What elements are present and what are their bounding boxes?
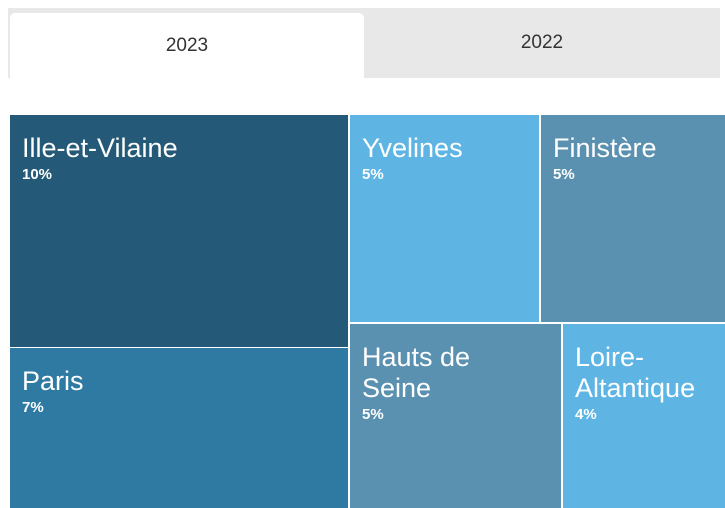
tile: Ille-et-Vilaine 10%: [10, 115, 348, 347]
tile: Yvelines 5%: [350, 115, 539, 322]
treemap: Ille-et-Vilaine 10% Paris 7% Yvelines 5% Finis…: [10, 115, 725, 508]
tile-value: 5%: [362, 406, 384, 423]
tile: Loire-Altantique 4%: [563, 324, 725, 508]
tab-bar: 2023 2022: [8, 8, 720, 78]
tile-label: Hauts de Seine: [362, 342, 471, 403]
tile: Hauts de Seine 5%: [350, 324, 561, 508]
tab[interactable]: 2022: [520, 32, 564, 53]
tab[interactable]: 2023: [10, 13, 364, 78]
tile-label: Ille-et-Vilaine: [22, 133, 178, 163]
tile-value: 4%: [575, 406, 597, 423]
tile-label: Paris: [22, 366, 84, 396]
tile: Finistère 5%: [541, 115, 725, 322]
tile-value: 5%: [553, 166, 575, 183]
tile-value: 5%: [362, 166, 384, 183]
tile-value: 10%: [22, 166, 53, 183]
tile-value: 7%: [22, 399, 44, 416]
tile-label: Yvelines: [362, 133, 463, 163]
tile: Paris 7%: [10, 348, 348, 508]
tile-label: Finistère: [553, 133, 657, 163]
tile-label: Loire-Altantique: [575, 342, 696, 403]
